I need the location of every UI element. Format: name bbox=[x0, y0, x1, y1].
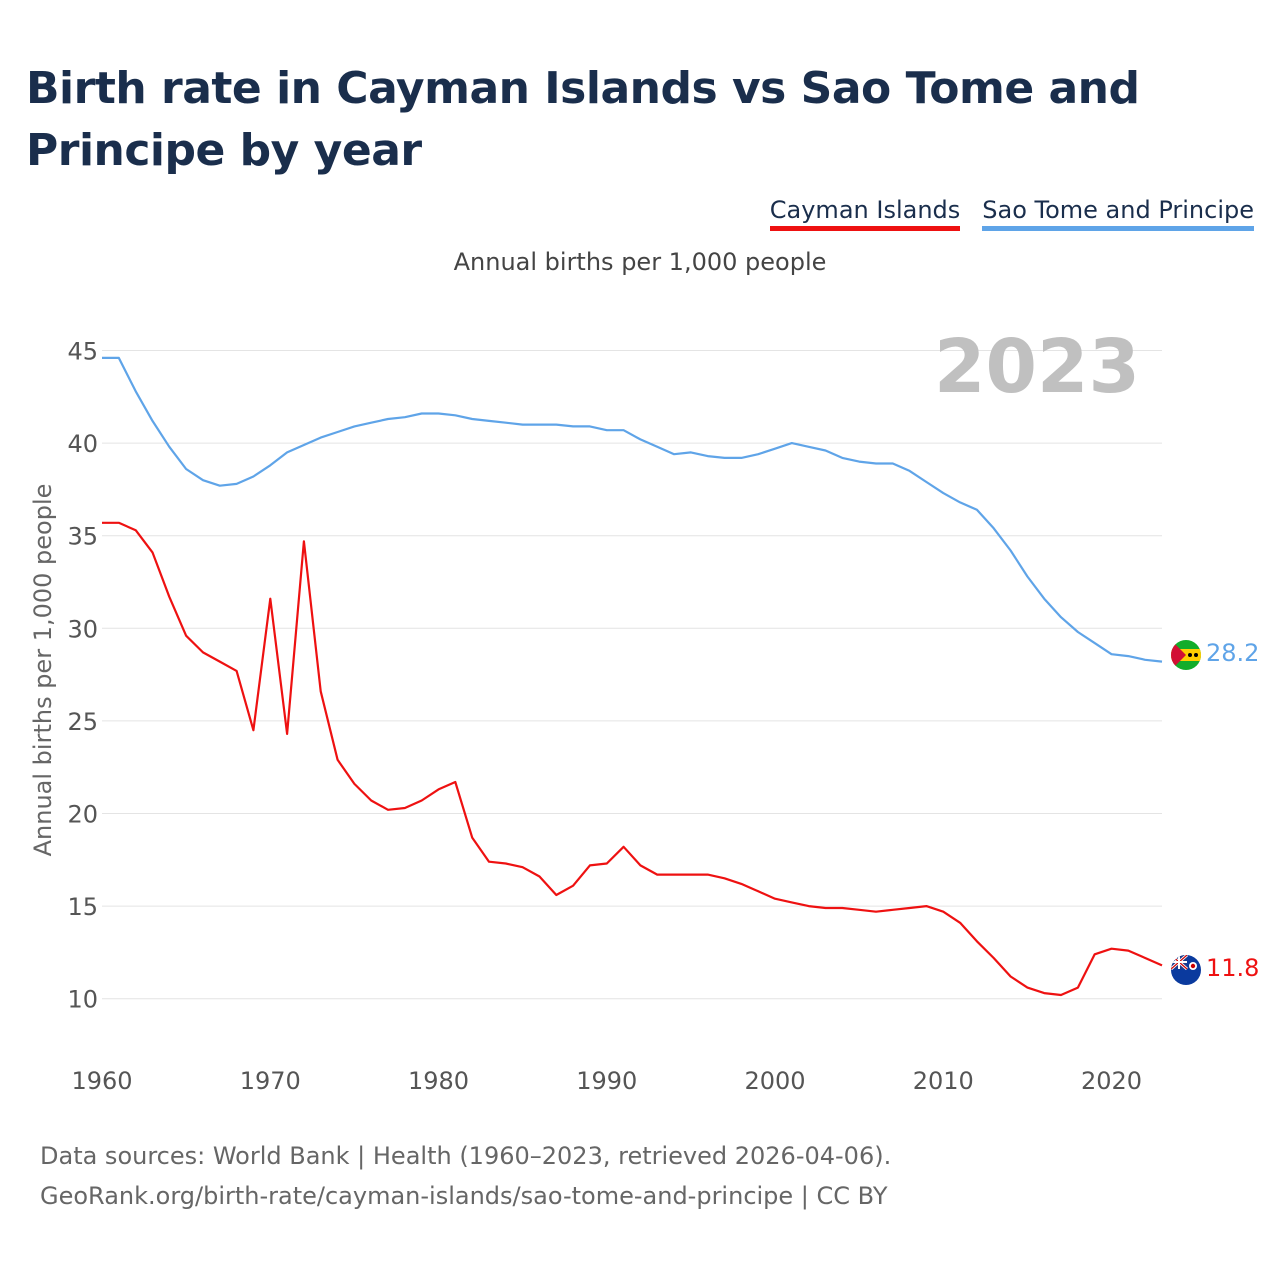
y-tick-label: 35 bbox=[67, 523, 98, 551]
year-label: 2023 bbox=[934, 324, 1140, 410]
x-tick-label: 2000 bbox=[744, 1067, 805, 1095]
x-tick-label: 2010 bbox=[913, 1067, 974, 1095]
cayman-islands-flag-icon bbox=[1171, 955, 1201, 985]
y-tick-label: 40 bbox=[67, 430, 98, 458]
footer-source-link[interactable]: GeoRank.org/birth-rate/cayman-islands/sa… bbox=[40, 1182, 888, 1210]
x-tick-label: 1960 bbox=[71, 1067, 132, 1095]
legend-item-cayman-islands[interactable]: Cayman Islands bbox=[769, 196, 961, 231]
y-tick-label: 30 bbox=[67, 615, 98, 643]
y-tick-label: 10 bbox=[67, 986, 98, 1014]
y-tick-label: 45 bbox=[67, 338, 98, 366]
y-tick-label: 15 bbox=[67, 893, 98, 921]
series-line-cayman-islands[interactable] bbox=[102, 521, 1163, 997]
x-tick-label: 2020 bbox=[1081, 1067, 1142, 1095]
sao-tome-and-principe-flag-icon bbox=[1171, 640, 1201, 670]
series-line-sao-tome-and-principe[interactable] bbox=[102, 356, 1163, 663]
x-tick-label: 1970 bbox=[240, 1067, 301, 1095]
legend-item-sao-tome-and-principe[interactable]: Sao Tome and Principe bbox=[982, 196, 1254, 231]
legend: Cayman Islands Sao Tome and Principe bbox=[769, 196, 1254, 231]
end-value-cayman-islands: 11.8 bbox=[1206, 954, 1259, 982]
chart-subtitle: Annual births per 1,000 people bbox=[454, 248, 827, 276]
page-title: Birth rate in Cayman Islands vs Sao Tome… bbox=[26, 63, 1140, 176]
footer-sources: Data sources: World Bank | Health (1960–… bbox=[40, 1142, 892, 1170]
y-tick-label: 25 bbox=[67, 708, 98, 736]
footer: Data sources: World Bank | Health (1960–… bbox=[40, 1136, 891, 1216]
y-axis-label: Annual births per 1,000 people bbox=[29, 484, 57, 857]
end-value-sao-tome-and-principe: 28.2 bbox=[1206, 639, 1259, 667]
y-tick-label: 20 bbox=[67, 801, 98, 829]
x-tick-label: 1990 bbox=[576, 1067, 637, 1095]
x-tick-label: 1980 bbox=[408, 1067, 469, 1095]
